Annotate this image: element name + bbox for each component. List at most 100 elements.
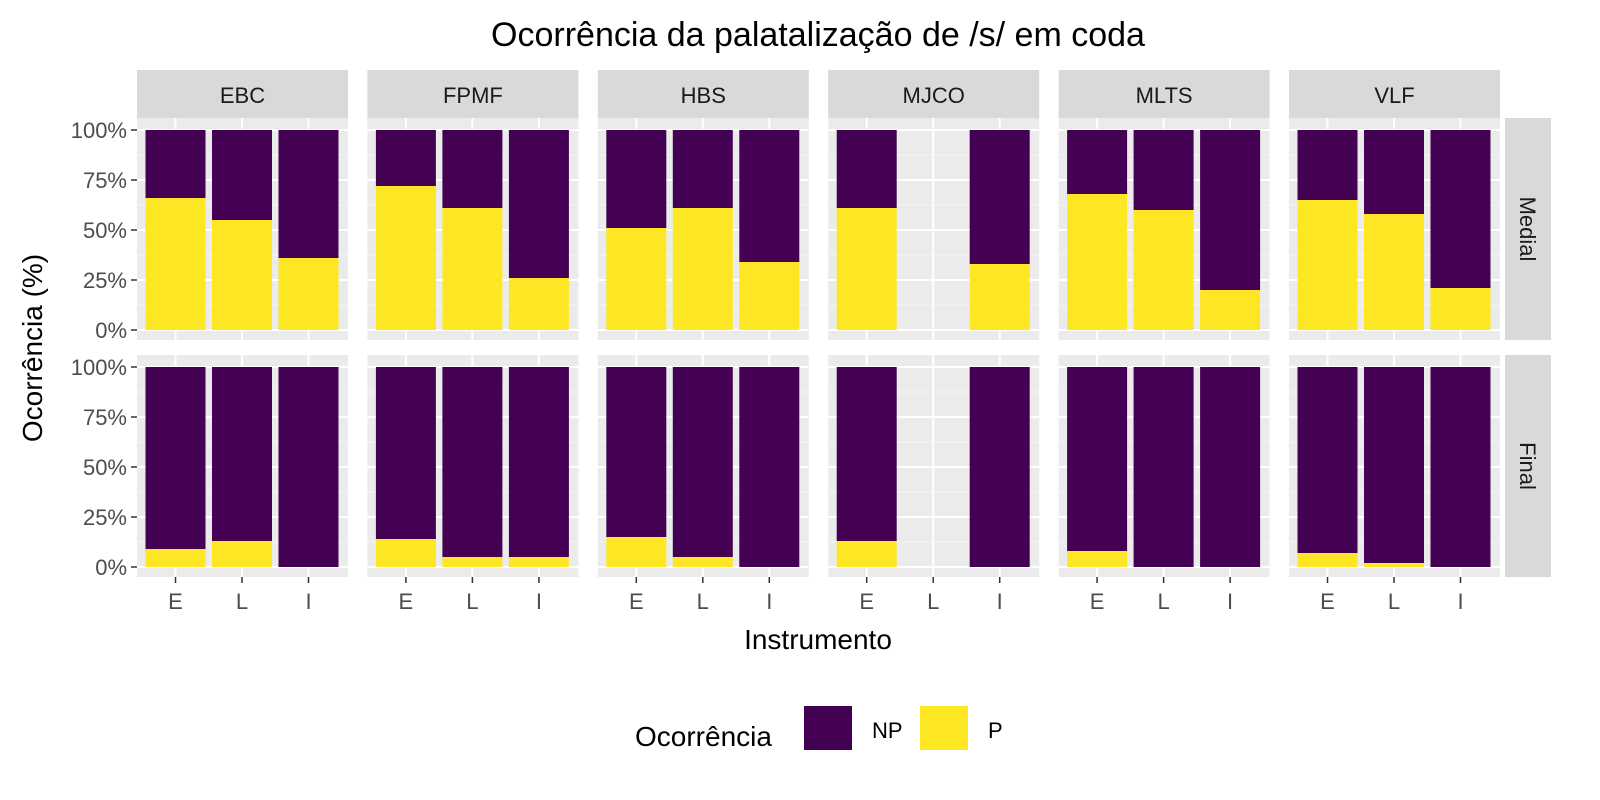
facet-strip-background <box>1505 118 1551 340</box>
x-axis-title: Instrumento <box>744 624 892 655</box>
legend-title: Ocorrência <box>635 721 772 752</box>
x-tick-label: I <box>305 589 311 614</box>
x-tick-label: L <box>236 589 248 614</box>
facet-strip-col-fpmf: FPMF <box>367 70 579 118</box>
x-tick-label: I <box>1457 589 1463 614</box>
bar-p-l <box>1364 563 1424 567</box>
bar-np-l <box>1133 130 1194 210</box>
bar-np-i <box>739 367 800 567</box>
bar-p-e <box>1297 200 1358 330</box>
panel-ebc-medial: 0% 25% 50% 75% 100% <box>71 118 348 343</box>
bar-np-e <box>1067 367 1128 551</box>
facet-strip-background <box>137 70 348 118</box>
bar-np-i <box>1200 367 1261 567</box>
facet-strip-col-mlts: MLTS <box>1058 70 1270 118</box>
y-tick-label: 50% <box>83 455 127 480</box>
y-axis-title: Ocorrência (%) <box>17 254 48 442</box>
bar-np-l <box>442 130 503 208</box>
facet-strip-label: Final <box>1515 442 1540 490</box>
y-tick-label: 75% <box>83 405 127 430</box>
x-tick-label: L <box>1157 589 1169 614</box>
bar-np-l <box>672 367 733 557</box>
bar-np-l <box>1364 367 1424 563</box>
facet-strip-label: MJCO <box>903 83 965 108</box>
bar-np-l <box>442 367 503 557</box>
bar-p-i <box>969 264 1030 330</box>
bar-np-i <box>508 367 569 557</box>
bar-p-e <box>1067 551 1128 567</box>
bar-np-e <box>606 367 667 537</box>
bar-p-i <box>278 258 339 330</box>
panel-ebc-final: 0% 25% 50% 75% 100% E L I <box>71 355 348 614</box>
y-tick-label: 100% <box>71 118 127 143</box>
bar-p-l <box>212 220 272 330</box>
bar-np-e <box>145 130 206 198</box>
bar-np-i <box>1430 130 1491 288</box>
facet-strip-background <box>828 70 1040 118</box>
legend-key <box>804 706 852 750</box>
bar-np-e <box>375 130 436 186</box>
bar-np-e <box>1297 130 1358 200</box>
panel-fpmf-medial <box>367 118 579 340</box>
x-tick-label: L <box>466 589 478 614</box>
bar-p-i <box>508 278 569 330</box>
x-tick-label: E <box>399 589 414 614</box>
facet-panels: Medial Final EBC 0% 25% 50% 75% 100% 0% 25% 50% 75%… <box>71 70 1551 614</box>
facet-strip-background <box>597 70 809 118</box>
x-tick-label: L <box>927 589 939 614</box>
bar-np-i <box>278 367 339 567</box>
legend-item-np: NP <box>804 706 903 750</box>
facet-strip-background <box>1505 355 1551 577</box>
facet-strip-label: EBC <box>220 83 265 108</box>
x-tick-label: I <box>766 589 772 614</box>
y-tick-label: 0% <box>95 318 127 343</box>
bar-p-e <box>375 539 436 567</box>
facet-strip-row-medial: Medial <box>1505 118 1551 340</box>
x-tick-label: L <box>1388 589 1400 614</box>
y-tick-label: 25% <box>83 268 127 293</box>
bar-p-l <box>1133 210 1194 330</box>
facet-strip-label: Medial <box>1515 197 1540 262</box>
facet-strip-label: VLF <box>1374 83 1414 108</box>
bar-np-l <box>1133 367 1194 567</box>
bar-np-i <box>739 130 800 262</box>
bar-p-e <box>375 186 436 330</box>
bar-np-i <box>508 130 569 278</box>
legend-item-p: P <box>920 706 1003 750</box>
panel-vlf-medial <box>1289 118 1500 340</box>
bar-np-l <box>212 130 272 220</box>
panel-mjco-medial <box>828 118 1040 340</box>
x-tick-label: E <box>168 589 183 614</box>
facet-strip-label: HBS <box>681 83 726 108</box>
bar-p-l <box>442 208 503 330</box>
bar-p-i <box>1430 288 1491 330</box>
bar-p-l <box>442 557 503 567</box>
x-tick-label: I <box>536 589 542 614</box>
legend: Ocorrência NP P <box>635 706 1003 752</box>
bar-p-l <box>1364 214 1424 330</box>
x-tick-label: E <box>1320 589 1335 614</box>
x-tick-label: I <box>1227 589 1233 614</box>
panel-hbs-medial <box>597 118 809 340</box>
bar-p-l <box>672 208 733 330</box>
bar-np-e <box>836 130 897 208</box>
y-tick-label: 50% <box>83 218 127 243</box>
bar-np-e <box>1067 130 1128 194</box>
bar-np-e <box>836 367 897 541</box>
y-tick-label: 25% <box>83 505 127 530</box>
chart-title: Ocorrência da palatalização de /s/ em co… <box>491 16 1145 54</box>
y-tick-label: 100% <box>71 355 127 380</box>
facet-strip-background <box>367 70 579 118</box>
facet-strip-label: FPMF <box>443 83 503 108</box>
legend-key <box>920 706 968 750</box>
bar-np-l <box>672 130 733 208</box>
bar-p-l <box>212 541 272 567</box>
bar-p-e <box>1297 553 1358 567</box>
bar-p-e <box>606 537 667 567</box>
y-tick-label: 75% <box>83 168 127 193</box>
bar-p-e <box>836 541 897 567</box>
panel-mlts-medial <box>1058 118 1270 340</box>
